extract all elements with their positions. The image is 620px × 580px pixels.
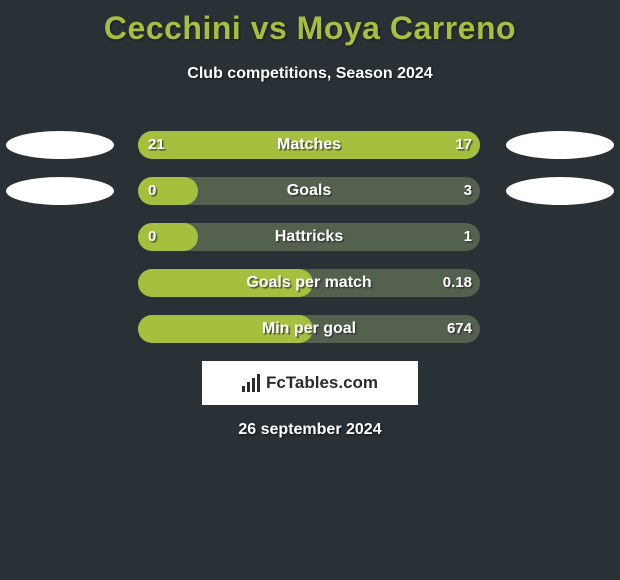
stat-row: Goals0 3 [0,177,620,205]
date-label: 26 september 2024 [0,421,620,439]
right-ellipse [506,131,614,159]
logo-bars-icon [242,374,260,392]
stat-label: Goals [138,177,480,205]
stat-label: Matches [138,131,480,159]
left-ellipse [6,131,114,159]
stat-label: Hattricks [138,223,480,251]
stat-value-right: 674 [447,315,472,343]
stats-chart: Matches2117Goals03Hattricks01Goals per m… [0,131,620,343]
stat-label: Min per goal [138,315,480,343]
main-title: Cecchini vs Moya Carreno [0,0,620,47]
subtitle: Club competitions, Season 2024 [0,65,620,83]
stat-row: Hattricks0 1 [0,223,620,251]
stat-label: Goals per match [138,269,480,297]
stat-value-left: 21 [148,131,165,159]
stat-value-right: 1 [464,223,472,251]
stat-row: Matches21 17 [0,131,620,159]
stat-row: Goals per match0.18 [0,269,620,297]
stat-row: Min per goal674 [0,315,620,343]
stat-value-right: 17 [455,131,472,159]
logo-label: FcTables.com [266,373,378,393]
stat-value-right: 0.18 [443,269,472,297]
stat-value-right: 3 [464,177,472,205]
right-ellipse [506,177,614,205]
stat-value-left: 0 [148,223,156,251]
left-ellipse [6,177,114,205]
logo-box: FcTables.com [202,361,418,405]
logo: FcTables.com [242,373,378,393]
stat-value-left: 0 [148,177,156,205]
